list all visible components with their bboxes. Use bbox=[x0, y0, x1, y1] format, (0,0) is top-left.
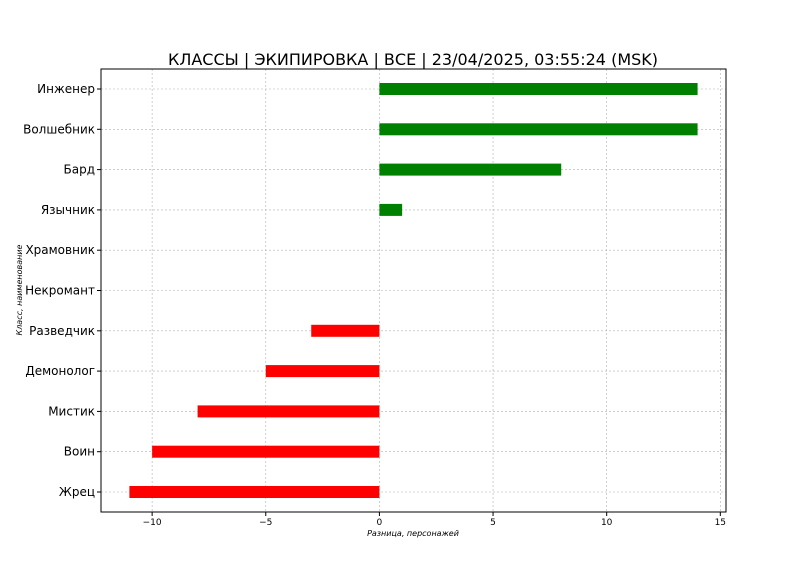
bar bbox=[379, 123, 698, 136]
tick-layer bbox=[97, 88, 721, 516]
bar bbox=[265, 365, 380, 378]
bar bbox=[379, 203, 403, 216]
x-tick-label: −10 bbox=[143, 518, 162, 528]
y-axis-label: Класс, наименование bbox=[15, 244, 24, 335]
category-label: Мистик bbox=[48, 404, 95, 418]
bar bbox=[152, 445, 380, 458]
category-label: Язычник bbox=[41, 203, 95, 217]
category-label: Бард bbox=[64, 163, 96, 177]
category-label: Демонолог bbox=[25, 364, 95, 378]
bar-layer bbox=[129, 83, 698, 498]
bar bbox=[379, 163, 562, 176]
grid-layer bbox=[101, 69, 726, 512]
bar bbox=[311, 324, 380, 337]
x-tick-label: 15 bbox=[715, 518, 726, 528]
x-tick-label: 0 bbox=[377, 518, 383, 528]
chart-title: КЛАССЫ | ЭКИПИРОВКА | ВСЕ | 23/04/2025, … bbox=[168, 50, 658, 69]
category-label: Некромант bbox=[25, 284, 95, 298]
x-tick-label: 5 bbox=[490, 518, 496, 528]
category-label: Инженер bbox=[37, 82, 95, 96]
x-axis-label: Разница, персонажей bbox=[367, 529, 459, 538]
x-tick-label: 10 bbox=[601, 518, 613, 528]
category-label: Жрец bbox=[59, 485, 95, 499]
category-label: Разведчик bbox=[29, 324, 95, 338]
category-label: Воин bbox=[64, 445, 95, 459]
bar bbox=[379, 83, 698, 95]
category-label: Храмовник bbox=[25, 243, 95, 257]
label-layer: −10 −5 0 5 10 15 Инженер Волшебник Бард Язычник Хр… bbox=[23, 82, 726, 528]
bar bbox=[197, 405, 380, 418]
category-label: Волшебник bbox=[23, 122, 95, 136]
x-tick-label: −5 bbox=[259, 518, 272, 528]
bar bbox=[129, 486, 380, 498]
